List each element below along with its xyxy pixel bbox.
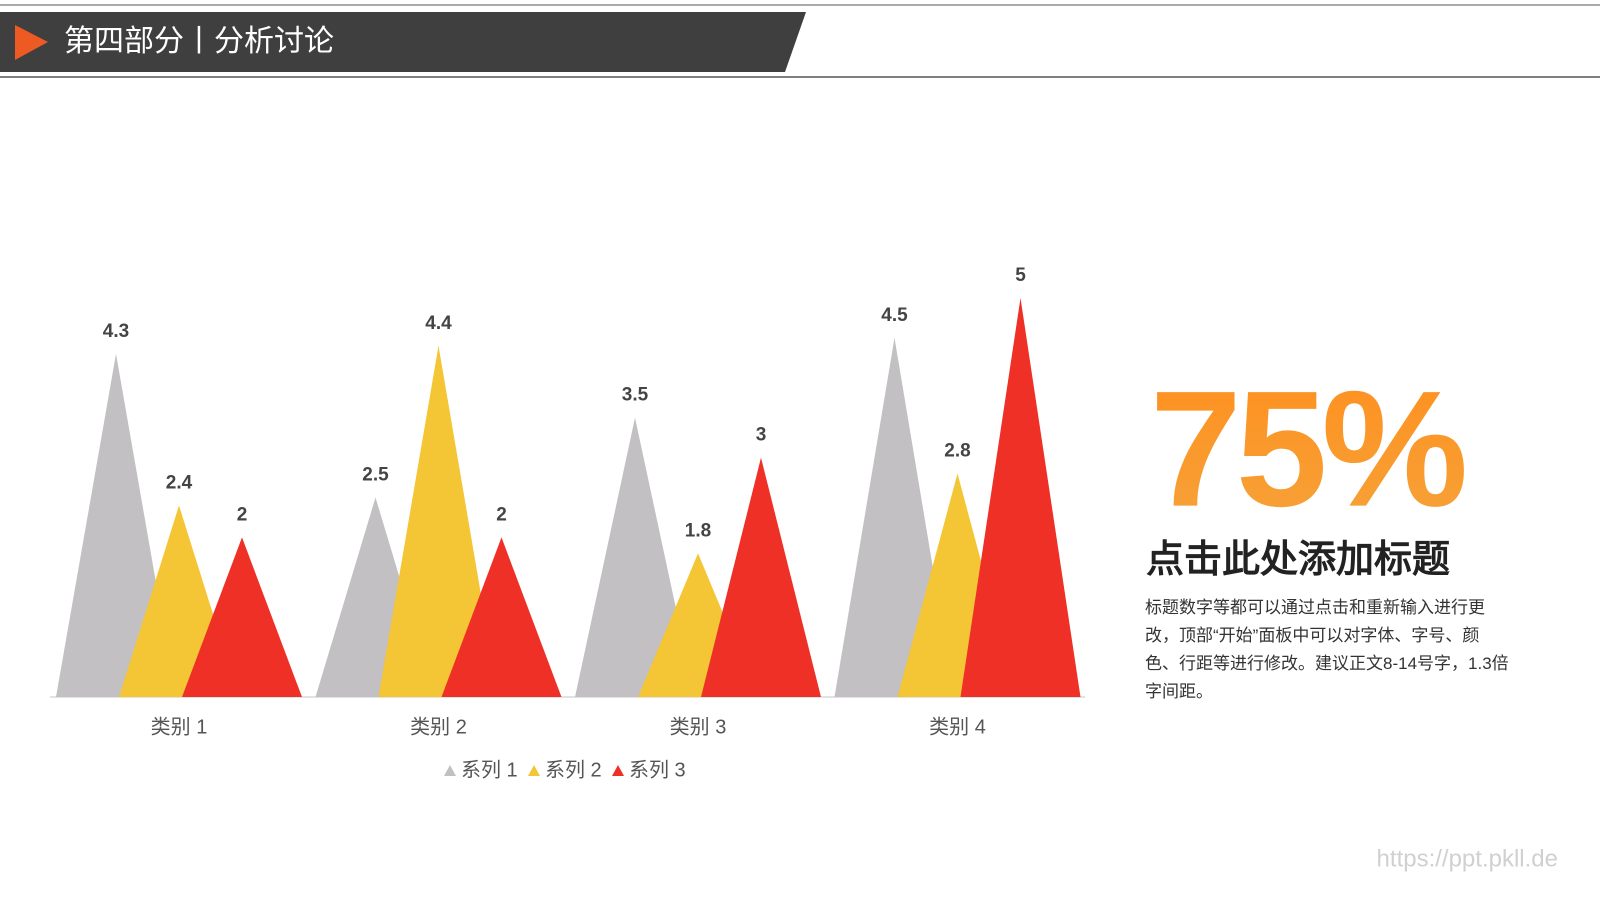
x-tick-label: 类别 3 — [670, 715, 727, 738]
data-label: 3 — [756, 425, 767, 446]
side-body: 标题数字等都可以通过点击和重新输入进行更改，顶部“开始”面板中可以对字体、字号、… — [1145, 598, 1509, 701]
legend-marker — [444, 765, 456, 776]
header-bar — [0, 12, 806, 72]
legend-label: 系列 2 — [545, 758, 602, 781]
triangle-bar — [378, 345, 499, 697]
legend-label: 系列 3 — [629, 758, 686, 781]
data-label: 2 — [237, 504, 248, 525]
big-number: 75% — [1150, 357, 1465, 541]
triangle-bar — [701, 457, 821, 697]
watermark: https://ppt.pkll.de — [1377, 845, 1558, 872]
data-label: 2.8 — [944, 441, 970, 462]
data-label: 2.4 — [166, 472, 193, 493]
data-label: 4.5 — [881, 305, 908, 326]
legend-label: 系列 1 — [461, 758, 518, 781]
triangle-bar — [960, 298, 1081, 697]
data-label: 2 — [496, 504, 507, 525]
header-title: 第四部分丨分析讨论 — [64, 25, 334, 58]
data-label: 1.8 — [685, 520, 711, 541]
data-label: 4.3 — [103, 321, 129, 342]
triangle-bar — [182, 537, 302, 697]
data-label: 2.5 — [362, 465, 389, 486]
side-title: 点击此处添加标题 — [1146, 539, 1450, 581]
chart: 类别 1 4.3 2.4 2 类别 2 2.5 4.4 2 类别 3 3.5 1.8 3 类别 4 4.5… — [50, 265, 1085, 781]
data-label: 5 — [1015, 265, 1026, 286]
header-icon — [15, 25, 48, 60]
x-tick-label: 类别 1 — [151, 715, 208, 738]
x-tick-label: 类别 2 — [410, 715, 467, 738]
legend-marker — [528, 765, 540, 776]
triangle-bar — [441, 537, 562, 697]
triangle-bar — [575, 417, 695, 697]
legend-marker — [612, 765, 624, 776]
data-label: 4.4 — [425, 313, 452, 334]
x-tick-label: 类别 4 — [929, 715, 986, 738]
data-label: 3.5 — [622, 385, 649, 406]
